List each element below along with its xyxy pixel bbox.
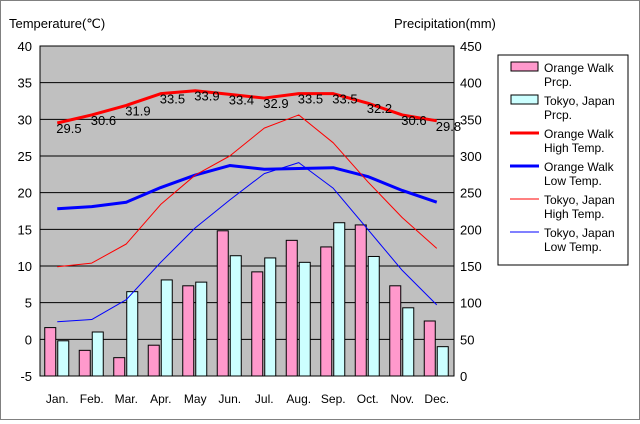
right-tick-label: 250 [460,186,482,201]
temp-line [57,114,438,268]
precipitation-bars [44,222,449,377]
legend-label: Low Temp. [544,174,602,188]
legend-label: Low Temp. [544,240,602,254]
right-axis-title: Precipitation(mm) [394,16,496,31]
precip-bar [354,224,367,377]
temp-line [56,89,438,125]
precip-bar [298,261,311,377]
precip-bar [389,285,402,377]
precip-bar [113,357,126,377]
left-tick-label: -5 [20,369,32,384]
right-tick-label: 350 [460,112,482,127]
left-tick-label: 20 [18,186,32,201]
precip-bar [333,222,346,377]
precip-bar [182,285,195,377]
precip-bar [229,255,242,377]
legend-label: Orange Walk [544,61,615,75]
precip-bar [402,307,415,377]
precip-bar [160,279,173,377]
temperature-lines [56,89,438,323]
precip-bar [251,271,264,377]
legend-swatch [510,61,539,72]
x-tick-label: Aug. [286,392,311,406]
x-tick-label: Jul. [255,392,274,406]
axes: -505101520253035400501001502002503003504… [18,39,482,406]
left-tick-label: 25 [18,149,32,164]
x-tick-label: Apr. [150,392,171,406]
left-tick-label: 15 [18,222,32,237]
legend-label: Orange Walk [544,127,615,141]
plot-area [39,45,455,377]
high-temp-label: 30.6 [401,113,426,128]
legend-label: Prcp. [544,75,572,89]
precip-bar [195,281,208,377]
precip-bar [264,257,277,377]
precip-bar [436,346,449,377]
high-temp-label: 33.9 [194,89,219,104]
high-temp-label: 33.5 [160,92,185,107]
left-axis-title: Temperature(℃) [9,16,105,31]
high-temp-label: 30.6 [91,113,116,128]
left-tick-label: 30 [18,112,32,127]
precip-bar [216,230,229,377]
legend-label: High Temp. [544,141,604,155]
precip-bar [44,327,57,377]
gridlines [40,82,454,340]
right-tick-label: 0 [460,369,467,384]
legend-label: Tokyo, Japan [544,193,615,207]
left-tick-label: 0 [25,332,32,347]
right-tick-label: 50 [460,332,474,347]
legend-label: Tokyo, Japan [544,226,615,240]
high-temp-label: 33.4 [229,92,254,107]
left-tick-label: 10 [18,259,32,274]
high-temp-label: 32.2 [367,101,392,116]
right-tick-label: 450 [460,39,482,54]
x-tick-label: Jun. [218,392,241,406]
x-tick-label: Nov. [390,392,414,406]
precip-bar [147,344,160,377]
legend-label: Prcp. [544,108,572,122]
temp-line [57,162,438,323]
x-tick-label: Feb. [80,392,104,406]
high-temp-label: 33.5 [298,92,323,107]
legend-label: High Temp. [544,207,604,221]
precip-bar [285,239,298,377]
right-tick-label: 200 [460,222,482,237]
high-temp-label: 31.9 [125,103,150,118]
data-labels: 29.5 30.6 31.9 33.5 33.9 33.4 32.9 33.5 33.5 32.2… [56,89,461,136]
precip-bar [78,349,91,377]
precip-bar [320,246,333,377]
x-tick-label: Jan. [46,392,69,406]
precip-bar [423,320,436,377]
high-temp-label: 33.5 [332,92,357,107]
precip-bar [367,255,380,377]
x-tick-label: Sep. [321,392,346,406]
left-tick-label: 5 [25,296,32,311]
high-temp-label: 32.9 [263,96,288,111]
right-tick-label: 100 [460,296,482,311]
left-tick-label: 35 [18,76,32,91]
legend-label: Tokyo, Japan [544,94,615,108]
high-temp-label: 29.8 [436,119,461,134]
right-tick-label: 150 [460,259,482,274]
high-temp-label: 29.5 [56,121,81,136]
x-tick-label: Mar. [115,392,138,406]
right-tick-label: 300 [460,149,482,164]
legend-box [497,54,629,266]
x-tick-label: Dec. [424,392,449,406]
legend-label: Orange Walk [544,160,615,174]
right-tick-label: 400 [460,76,482,91]
precip-bar [91,331,104,377]
precip-bar [126,291,139,377]
x-tick-label: Oct. [357,392,379,406]
legend-swatch [510,94,539,105]
left-tick-label: 40 [18,39,32,54]
precip-bar [57,340,70,377]
x-tick-label: May [184,392,207,406]
temp-line [57,164,438,211]
